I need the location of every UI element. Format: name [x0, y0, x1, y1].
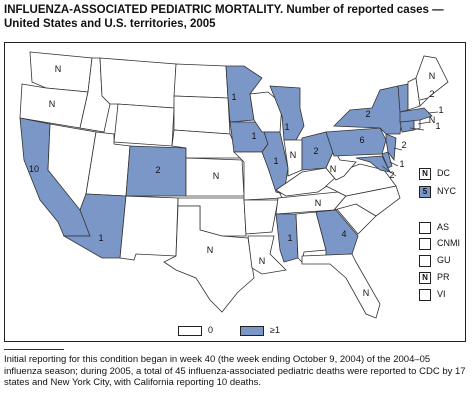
state-label-MI: 1: [284, 122, 289, 132]
state-WY: [113, 103, 175, 147]
scale-label-1: ≥1: [270, 325, 280, 335]
state-DE: [381, 151, 393, 169]
state-label-TX: N: [207, 245, 214, 255]
legend-label-nyc: NYC: [437, 186, 457, 196]
leader-lines: [381, 97, 439, 177]
state-label-DE: 1: [399, 159, 404, 169]
legend-label-cnmi: CNMI: [437, 238, 460, 248]
state-label-MN: 1: [231, 92, 236, 102]
state-label-LA: N: [259, 256, 266, 266]
state-label-NJ: 2: [401, 140, 406, 150]
state-label-KS: N: [213, 171, 220, 181]
legend-box-nyc: 5: [419, 186, 431, 198]
state-NM: [119, 195, 179, 261]
state-label-ME: N: [429, 71, 436, 81]
state-label-NY: 2: [365, 109, 370, 119]
state-label-PA: 6: [359, 135, 364, 145]
legend-label-vi: VI: [437, 289, 446, 299]
footnote-divider: [4, 349, 64, 350]
state-ME: [415, 55, 449, 107]
state-label-OH: 2: [313, 146, 318, 156]
scale-swatch-0: [178, 326, 202, 336]
state-IN: [283, 139, 303, 177]
state-TX: [163, 205, 255, 313]
state-MT: [99, 57, 177, 109]
state-FL: [301, 253, 381, 319]
state-MI: [269, 85, 305, 141]
state-label-RI: N: [429, 115, 436, 125]
legend-box-as: [419, 222, 431, 234]
state-label-WV: N: [330, 164, 337, 174]
state-label-AZ: 1: [98, 233, 103, 243]
state-label-IN: N: [290, 150, 297, 160]
scale-label-0: 0: [208, 325, 214, 335]
state-label-NH: 2: [429, 89, 434, 99]
state-IL: [261, 131, 289, 195]
state-MD: [355, 155, 391, 173]
legend-box-gu: [419, 255, 431, 267]
legend-label-gu: GU: [437, 255, 451, 265]
legend-label-as: AS: [437, 222, 450, 232]
map-frame: [4, 42, 466, 342]
map-title: INFLUENZA-ASSOCIATED PEDIATRIC MORTALITY…: [4, 4, 444, 30]
state-label-CO: 2: [155, 165, 160, 175]
footnote: Initial reporting for this condition beg…: [4, 354, 466, 388]
legend-box-pr: N: [419, 272, 431, 284]
state-label-FL: N: [363, 288, 370, 298]
scale-swatch-1: [240, 326, 264, 336]
state-LA: [247, 235, 287, 275]
state-label-CA: 10: [29, 164, 39, 174]
state-PA: [325, 127, 387, 157]
state-label-MA: 1: [438, 105, 443, 115]
state-label-OR: N: [49, 99, 56, 109]
state-label-TN: N: [315, 198, 322, 208]
state-label-CT: 1: [435, 121, 440, 131]
state-label-MS: 1: [287, 233, 292, 243]
state-label-IA: 1: [251, 131, 256, 141]
state-label-WA: N: [55, 64, 62, 74]
state-label-MD: 2: [389, 170, 394, 180]
legend-label-pr: PR: [437, 272, 450, 282]
legend-box-cnmi: [419, 238, 431, 250]
legend-box-dc: N: [419, 168, 431, 180]
state-label-GA: 4: [341, 229, 346, 239]
state-MS: [275, 213, 299, 263]
state-NJ: [385, 133, 397, 162]
state-MA: [399, 107, 433, 123]
state-AR: [243, 199, 279, 235]
legend-box-vi: [419, 289, 431, 301]
state-SD: [173, 95, 231, 135]
state-ND: [173, 63, 229, 99]
legend-label-dc: DC: [437, 168, 450, 178]
state-VT: [397, 83, 409, 113]
state-label-IL: 1: [273, 156, 278, 166]
